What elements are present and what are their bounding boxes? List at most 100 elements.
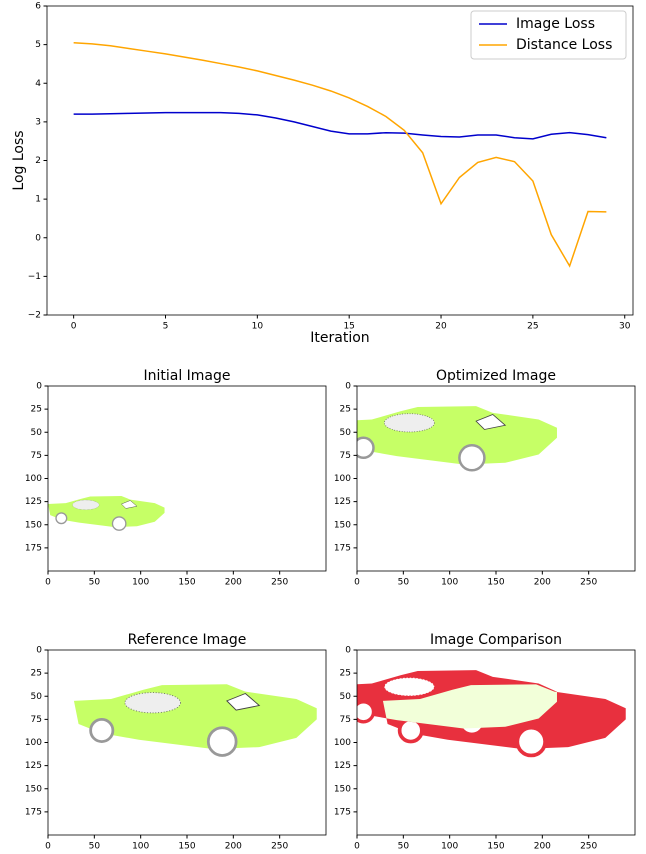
y-tick-label: 3 [35, 117, 41, 127]
y-tick-label: 175 [334, 543, 351, 553]
image-content [74, 684, 317, 755]
y-tick-label: 150 [25, 520, 42, 530]
axes-frame [356, 649, 636, 836]
legend-label: Image Loss [516, 16, 595, 32]
image-content [338, 406, 557, 470]
y-tick-label: 100 [25, 738, 42, 748]
x-tick-label: 200 [225, 578, 242, 588]
image-content [338, 670, 625, 755]
x-tick-label: 150 [487, 842, 504, 851]
x-tick-label: 50 [398, 578, 410, 588]
y-tick-label: 6 [35, 2, 41, 12]
panel [338, 406, 557, 470]
x-tick-label: 15 [343, 322, 354, 332]
panel-transform [74, 684, 317, 755]
y-tick-label: 100 [25, 474, 42, 484]
panel-transform [48, 496, 165, 530]
y-axis-label: Log Loss [11, 130, 27, 190]
y-tick-label: 0 [36, 646, 42, 656]
panel-title: Reference Image [128, 632, 247, 648]
x-tick-label: 250 [580, 578, 597, 588]
x-tick-label: 250 [580, 842, 597, 851]
y-tick-label: 75 [31, 451, 42, 461]
y-tick-label: 50 [31, 692, 43, 702]
y-tick-label: 50 [31, 428, 43, 438]
axes-frame [47, 649, 327, 836]
y-tick-label: 125 [334, 497, 351, 507]
x-tick-label: 25 [527, 322, 538, 332]
y-tick-label: 50 [340, 692, 352, 702]
x-tick-label: 100 [441, 842, 458, 851]
x-tick-label: 10 [252, 322, 264, 332]
axes-frame [46, 5, 634, 316]
x-tick-label: 200 [534, 842, 551, 851]
line [73, 111, 607, 140]
panel-title: Initial Image [143, 368, 230, 384]
x-tick-label: 0 [354, 842, 360, 851]
x-axis-label: Iteration [310, 330, 369, 346]
y-tick-label: 100 [334, 738, 351, 748]
x-tick-label: 5 [163, 322, 169, 332]
y-tick-label: 25 [340, 669, 351, 679]
y-tick-label: 100 [334, 474, 351, 484]
line [73, 41, 607, 268]
panel-transform [338, 406, 557, 470]
x-tick-label: 50 [89, 578, 101, 588]
y-tick-label: 125 [25, 497, 42, 507]
x-tick-label: 0 [45, 842, 51, 851]
x-tick-label: 150 [178, 842, 195, 851]
x-tick-label: 50 [89, 842, 101, 851]
y-tick-label: 175 [334, 807, 351, 817]
x-tick-label: 100 [132, 842, 149, 851]
legend-box [470, 10, 627, 60]
x-tick-label: 0 [354, 578, 360, 588]
y-tick-label: 5 [35, 40, 41, 50]
x-tick-label: 0 [71, 322, 77, 332]
y-tick-label: 0 [345, 382, 351, 392]
panel [74, 684, 317, 755]
x-tick-label: 250 [271, 842, 288, 851]
panel [338, 670, 625, 755]
x-tick-label: 0 [45, 578, 51, 588]
x-tick-label: 100 [441, 578, 458, 588]
y-tick-label: 0 [36, 382, 42, 392]
y-tick-label: 25 [340, 405, 351, 415]
x-tick-label: 150 [487, 578, 504, 588]
y-tick-label: 125 [334, 761, 351, 771]
x-tick-label: 200 [534, 578, 551, 588]
y-tick-label: 75 [340, 451, 351, 461]
y-tick-label: 125 [25, 761, 42, 771]
x-tick-label: 150 [178, 578, 195, 588]
axes-frame [356, 385, 636, 572]
y-tick-label: 150 [334, 784, 351, 794]
y-tick-label: 0 [345, 646, 351, 656]
y-tick-label: 0 [35, 233, 41, 243]
y-tick-label: 4 [35, 79, 41, 89]
x-tick-label: 20 [435, 322, 447, 332]
y-tick-label: 25 [31, 405, 42, 415]
y-tick-label: 2 [35, 156, 41, 166]
panel [48, 496, 165, 530]
y-tick-label: 75 [340, 715, 351, 725]
x-tick-label: 250 [271, 578, 288, 588]
y-tick-label: 1 [35, 195, 41, 205]
x-tick-label: 200 [225, 842, 242, 851]
x-tick-label: 50 [398, 842, 410, 851]
y-tick-label: 175 [25, 543, 42, 553]
panel-title: Image Comparison [430, 632, 562, 648]
legend-label: Distance Loss [516, 37, 612, 53]
y-tick-label: 150 [334, 520, 351, 530]
y-tick-label: 150 [25, 784, 42, 794]
axes-frame [47, 385, 327, 572]
panel-title: Optimized Image [436, 368, 556, 384]
y-tick-label: 50 [340, 428, 352, 438]
y-tick-label: −1 [28, 272, 41, 282]
x-tick-label: 30 [619, 322, 631, 332]
x-tick-label: 100 [132, 578, 149, 588]
y-tick-label: 25 [31, 669, 42, 679]
image-content [48, 496, 165, 530]
y-tick-label: 175 [25, 807, 42, 817]
y-tick-label: −2 [28, 311, 41, 321]
y-tick-label: 75 [31, 715, 42, 725]
